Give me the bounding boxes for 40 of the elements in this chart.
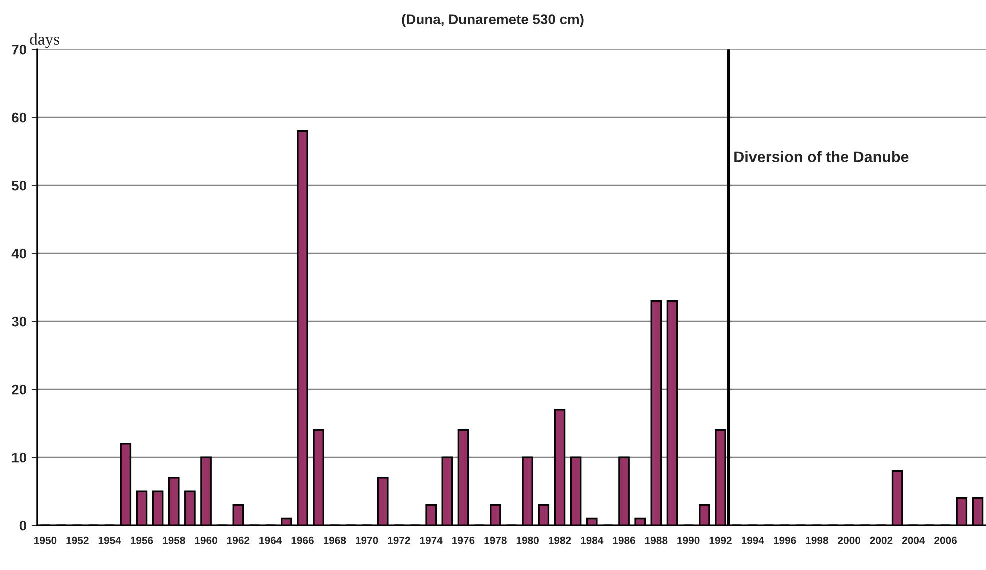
y-tick-label: 60 [12, 112, 26, 123]
x-tick-label: 1976 [452, 536, 475, 544]
x-tick-label: 1962 [228, 536, 250, 544]
y-tick-label: 30 [12, 316, 26, 327]
x-tick-label: 1982 [549, 536, 572, 544]
y-tick-label: 20 [12, 384, 26, 395]
x-tick-label: 1952 [66, 536, 89, 544]
x-tick-label: 1994 [742, 536, 764, 544]
x-tick-label: 1996 [774, 536, 796, 544]
x-tick-label: 1988 [645, 536, 668, 544]
y-tick-label: 10 [12, 452, 26, 463]
x-tick-label: 2000 [838, 536, 861, 544]
x-tick-label: 1950 [34, 536, 57, 544]
x-tick-label: 1960 [195, 536, 218, 544]
y-tick-label: 0 [20, 520, 26, 531]
x-tick-label: 1958 [163, 536, 186, 544]
x-tick-label: 2002 [870, 536, 893, 544]
y-axis-title: days [30, 33, 60, 48]
x-tick-label: 1970 [356, 536, 378, 544]
x-tick-label: 2004 [902, 536, 926, 544]
y-tick-label: 70 [12, 44, 26, 55]
chart-title: (Duna, Dunaremete 530 cm) [402, 14, 584, 28]
x-tick-label: 1986 [613, 536, 636, 544]
x-tick-label: 1964 [260, 536, 282, 544]
y-tick-label: 40 [12, 248, 26, 259]
x-tick-label: 1966 [292, 536, 314, 544]
x-tick-label: 1978 [484, 536, 507, 544]
x-tick-label: 1956 [131, 536, 154, 544]
x-tick-label: 1998 [806, 536, 828, 544]
x-tick-label: 1992 [710, 536, 732, 544]
x-tick-label: 2006 [934, 536, 958, 544]
x-tick-label: 1980 [516, 536, 539, 544]
x-tick-label: 1974 [420, 536, 443, 544]
x-tick-label: 1968 [324, 536, 346, 544]
x-tick-label: 1984 [581, 536, 604, 544]
x-tick-label: 1954 [98, 536, 122, 544]
x-tick-label: 1972 [388, 536, 410, 544]
y-tick-label: 50 [12, 180, 26, 191]
x-tick-label: 1990 [678, 536, 700, 544]
ref-line-label: Diversion of the Danube [734, 151, 909, 162]
